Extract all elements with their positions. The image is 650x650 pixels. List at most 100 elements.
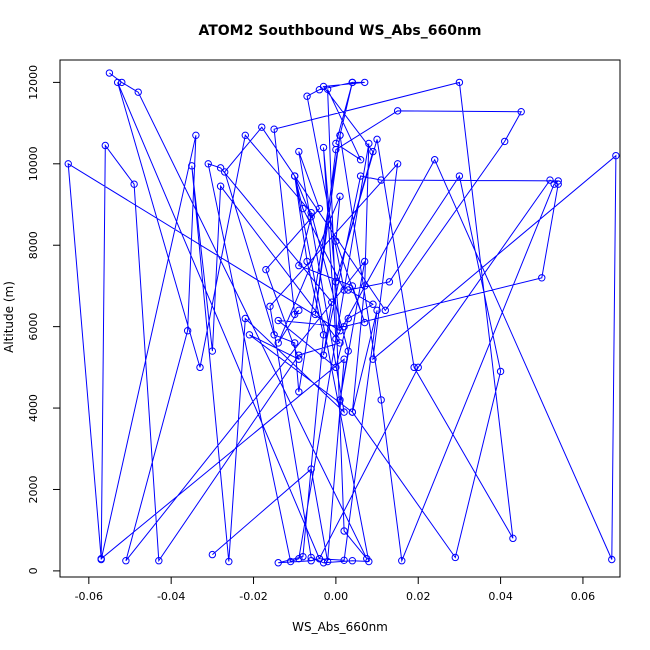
- data-point: [241, 314, 249, 323]
- data-point: [344, 286, 352, 294]
- data-point: [295, 388, 303, 396]
- x-tick-label: 0.02: [406, 590, 431, 603]
- data-point: [501, 137, 509, 146]
- data-point: [455, 172, 464, 180]
- y-tick-label: 12000: [27, 65, 40, 100]
- data-point: [361, 318, 369, 327]
- data-point: [64, 160, 72, 168]
- data-point: [373, 135, 381, 144]
- series-layer: [64, 69, 620, 567]
- data-point: [134, 88, 142, 96]
- data-point: [221, 168, 229, 176]
- x-axis-label: WS_Abs_660nm: [292, 620, 388, 634]
- data-point: [451, 553, 459, 562]
- data-point: [336, 192, 344, 201]
- data-point: [208, 550, 217, 559]
- data-point: [340, 527, 348, 535]
- data-point: [315, 554, 324, 563]
- data-point: [393, 160, 402, 168]
- data-point: [410, 363, 418, 372]
- plot-frame: [59, 59, 621, 578]
- data-point: [216, 182, 225, 190]
- data-point: [385, 278, 394, 286]
- data-point: [356, 156, 365, 164]
- data-point: [348, 282, 357, 290]
- data-point: [299, 204, 307, 213]
- data-point: [332, 335, 340, 343]
- data-point: [361, 78, 369, 87]
- data-point: [517, 108, 525, 116]
- x-tick-label: 0.04: [488, 590, 513, 603]
- data-point: [274, 316, 282, 325]
- data-point: [393, 107, 402, 115]
- data-point: [319, 351, 328, 359]
- data-point: [336, 131, 344, 140]
- data-point: [113, 78, 122, 87]
- data-point: [496, 367, 505, 376]
- data-point: [291, 172, 299, 180]
- data-point: [546, 176, 554, 184]
- data-point: [608, 555, 616, 564]
- data-point: [188, 162, 196, 170]
- x-tick-label: -0.02: [239, 590, 267, 603]
- data-point: [377, 176, 385, 184]
- data-point: [538, 274, 546, 282]
- data-point: [369, 147, 377, 156]
- data-point: [344, 347, 352, 355]
- data-point: [266, 302, 274, 310]
- data-point: [398, 557, 406, 565]
- data-point: [340, 286, 348, 294]
- data-point: [373, 306, 381, 315]
- data-point: [332, 278, 340, 286]
- data-point: [303, 92, 311, 100]
- data-point: [299, 552, 307, 561]
- data-point: [311, 310, 319, 319]
- data-point: [348, 557, 357, 565]
- y-tick-label: 10000: [27, 146, 40, 181]
- y-tick-label: 0: [27, 567, 40, 574]
- data-point: [336, 339, 344, 347]
- data-point: [455, 78, 464, 87]
- chart-title: ATOM2 Southbound WS_Abs_660nm: [198, 23, 481, 39]
- data-point: [414, 363, 422, 372]
- y-tick-label: 2000: [27, 475, 40, 503]
- data-point: [192, 131, 200, 140]
- data-point: [365, 139, 373, 148]
- data-point: [340, 556, 348, 565]
- data-point: [295, 355, 303, 363]
- data-point: [348, 408, 357, 416]
- data-point: [286, 557, 295, 566]
- data-point: [101, 141, 109, 150]
- data-point: [509, 534, 517, 543]
- data-point: [361, 282, 369, 290]
- data-point: [274, 559, 282, 567]
- data-point: [208, 347, 217, 355]
- data-point: [377, 396, 385, 404]
- data-point: [291, 339, 299, 347]
- data-point: [332, 237, 340, 245]
- data-point: [332, 363, 340, 372]
- data-point: [381, 306, 389, 315]
- data-point: [319, 559, 328, 567]
- y-axis: 0 2000 4000 6000 8000 10000 12000: [27, 65, 60, 574]
- data-point: [204, 160, 212, 168]
- data-point: [319, 143, 328, 152]
- data-point: [274, 339, 282, 347]
- data-point: [369, 355, 377, 363]
- data-point: [340, 322, 348, 331]
- data-point: [270, 331, 278, 339]
- data-point: [270, 125, 278, 133]
- data-point: [348, 78, 357, 87]
- x-tick-label: 0.00: [324, 590, 349, 603]
- data-point: [307, 465, 315, 473]
- data-point: [118, 78, 126, 87]
- data-point: [295, 306, 303, 315]
- data-point: [356, 172, 365, 180]
- x-tick-label: -0.06: [75, 590, 103, 603]
- data-point: [295, 351, 303, 359]
- data-point: [295, 554, 303, 563]
- data-point: [307, 213, 315, 221]
- data-point: [307, 208, 315, 217]
- data-point: [344, 314, 352, 323]
